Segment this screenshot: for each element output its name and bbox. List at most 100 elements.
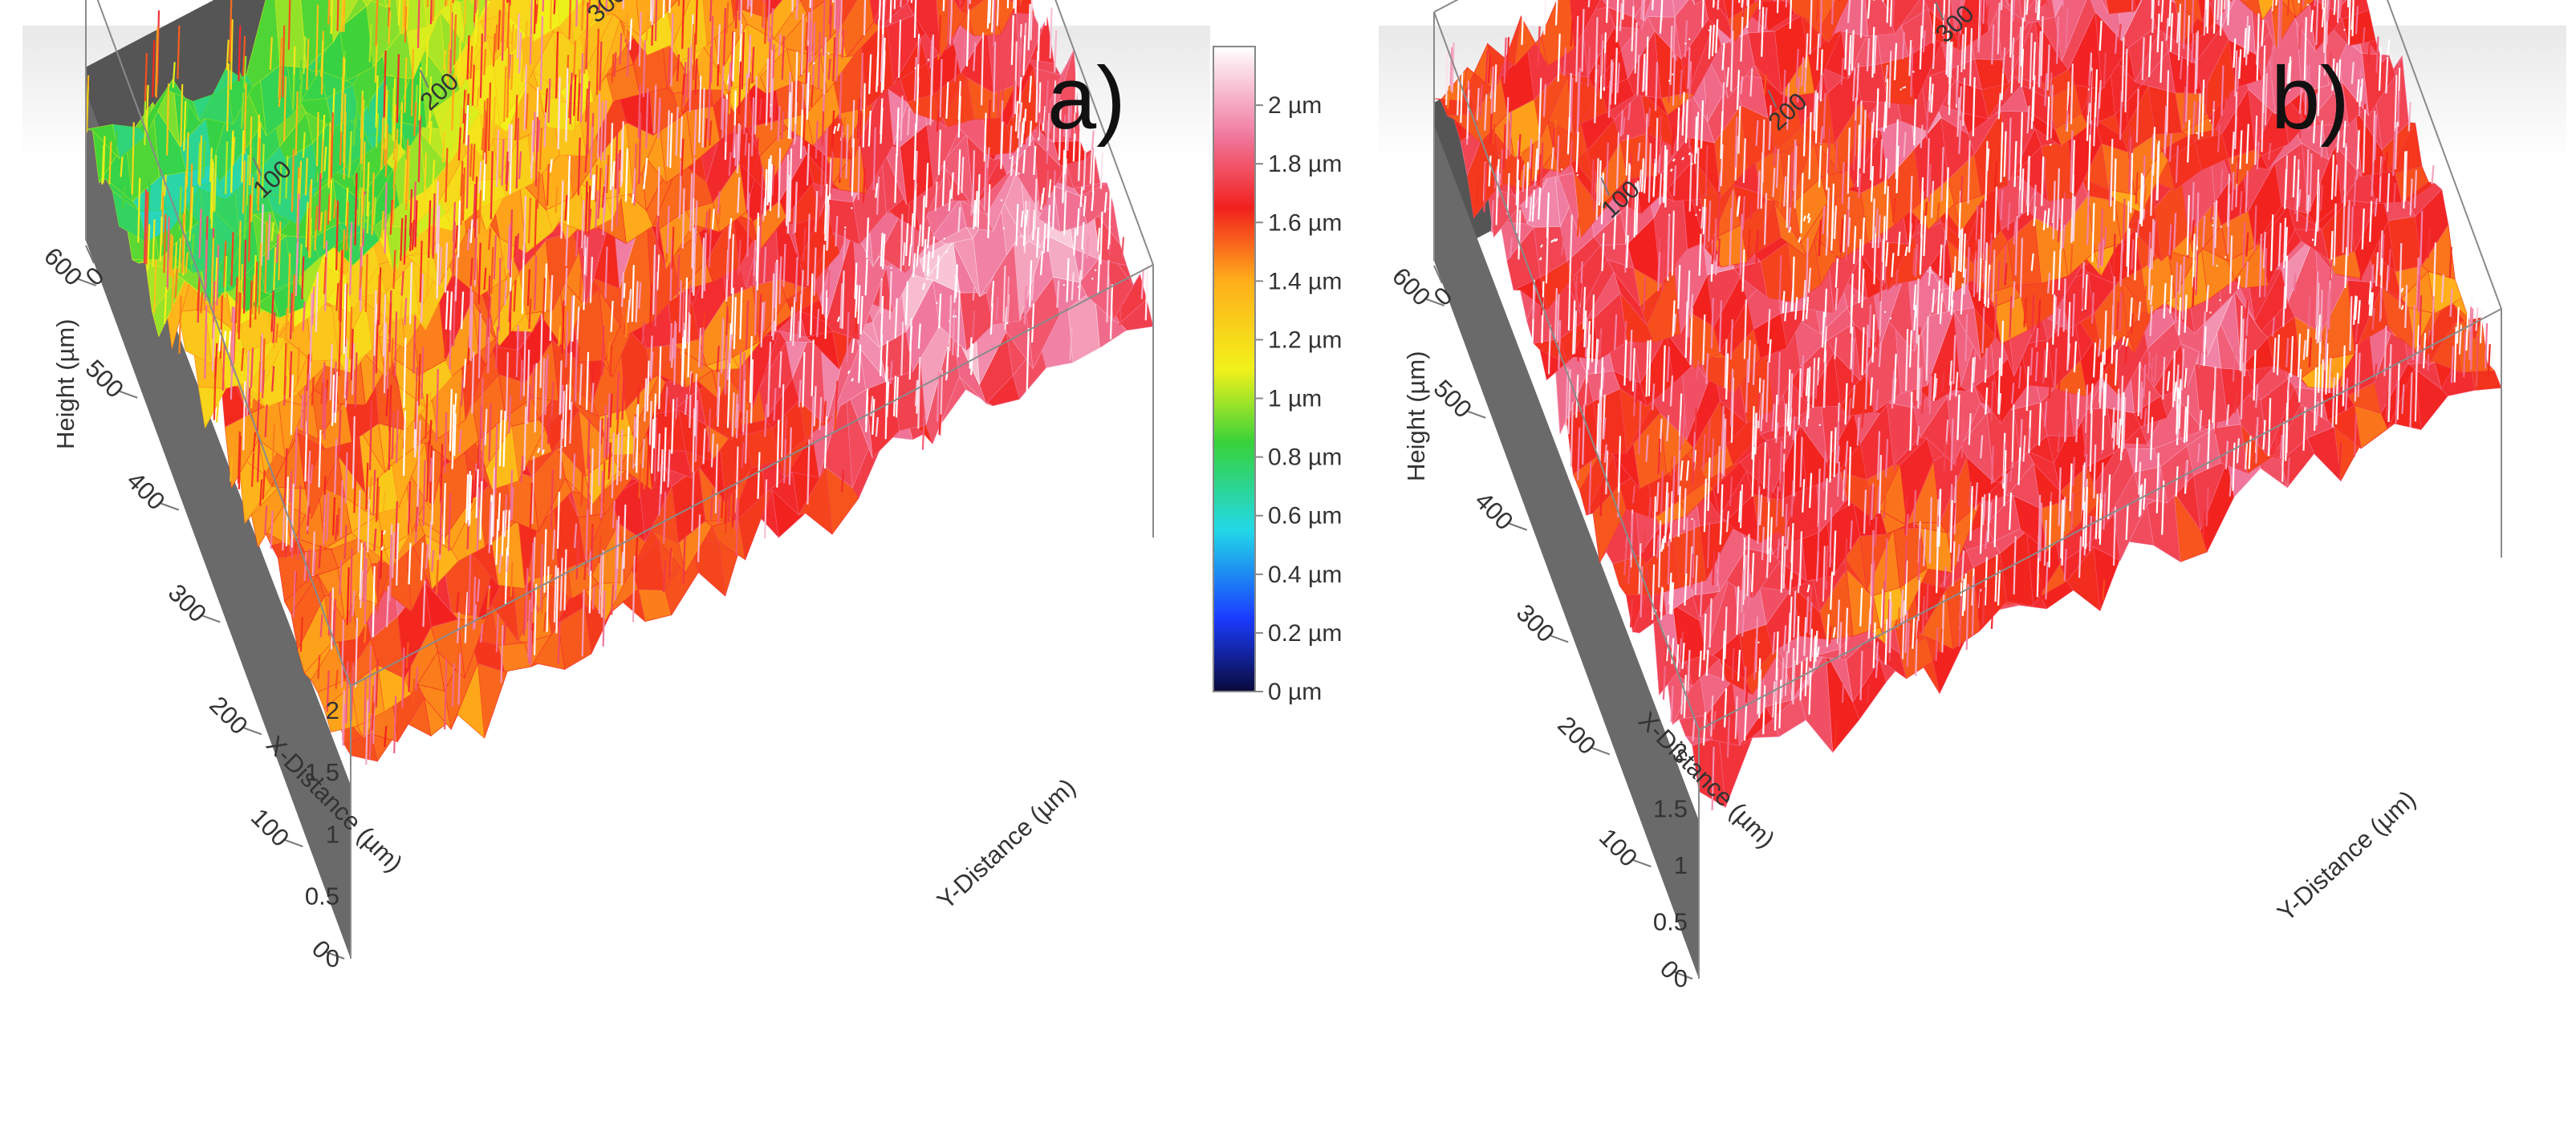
surface-spike [408,542,412,585]
panel-a-y-axis-title: Y-Distance (µm) [932,773,1081,915]
surface-spike [710,489,714,520]
colorbar-strip [1213,269,1255,273]
surface-spike [538,128,542,170]
colorbar-strip [1213,408,1255,412]
surface-spike [505,352,509,421]
surface-spike [458,429,462,453]
surface-spike [449,12,453,75]
surface-spike [648,400,652,446]
surface-spike [391,412,395,459]
surface-spike [417,420,421,467]
surface-spike [309,238,313,258]
surface-spike [730,233,734,294]
surface-spike [259,479,263,506]
surface-spike [404,159,408,203]
colorbar-strip [1213,585,1255,589]
surface-spike [734,394,738,428]
surface-spike [781,112,785,140]
surface-spike [466,34,470,80]
surface-spike [1014,41,1018,115]
surface-spike [216,245,220,306]
surface-spike [526,269,530,306]
surface-spike [609,393,613,428]
colorbar-strip [1213,465,1255,470]
surface-spike [598,554,602,615]
surface-spike [536,171,540,209]
surface-spike [239,264,244,315]
surface-spike [654,0,658,42]
surface-spike [502,245,506,271]
surface-spike [285,155,289,199]
surface-spike [1066,258,1070,302]
surface-spike [749,335,753,404]
colorbar-strip [1213,278,1255,283]
surface-spike [323,387,327,440]
surface-spike [510,562,514,597]
colorbar-strip [1213,246,1255,250]
colorbar-strip [1213,272,1255,277]
surface-spike [679,116,683,159]
surface-spike [1023,108,1027,134]
surface-spike [360,188,364,251]
surface-spike [371,172,375,236]
colorbar-strip [1213,66,1255,70]
surface-spike [532,537,536,582]
surface-spike [725,2,729,34]
colorbar-label: 0.8 µm [1268,444,1342,471]
colorbar-strip [1213,120,1255,125]
surface-spike [597,191,601,219]
surface-spike [587,455,591,517]
surface-spike [357,489,361,553]
surface-spike [701,327,705,369]
surface-spike [767,39,771,87]
x-tick-mark [160,502,180,511]
surface-spike [527,197,532,244]
surface-spike [694,0,698,45]
colorbar-strip [1213,146,1255,151]
surface-spike [794,181,798,233]
surface-spike [230,339,234,400]
colorbar-strip [1213,526,1255,531]
surface-spike [589,126,594,180]
surface-spike [342,229,346,275]
surface-spike [1086,234,1090,259]
surface-spike [338,408,342,452]
surface-spike [520,456,524,483]
surface-spike [241,347,245,371]
x-tick-label: 100 [246,803,295,852]
colorbar-strip [1213,513,1255,518]
surface-spike [599,418,603,445]
surface-spike [473,604,477,629]
surface-spike [1056,280,1060,308]
surface-spike [547,78,551,124]
colorbar-label: 2 µm [1268,92,1322,119]
surface-spike [412,315,416,374]
colorbar-strip [1213,591,1255,595]
surface-spike [480,623,484,643]
surface-spike [380,117,384,168]
colorbar-strip [1213,349,1255,354]
surface-spike [444,412,448,473]
x-tick-label: 300 [163,578,212,627]
surface-spike [318,545,322,569]
surface-spike [539,314,543,388]
colorbar-strip [1213,194,1255,199]
colorbar-strip [1213,230,1255,234]
colorbar-strip [1213,291,1255,296]
surface-spike [692,408,696,473]
surface-spike [198,209,202,258]
colorbar-strip [1213,165,1255,170]
surface-spike [773,387,777,421]
surface-spike [764,404,768,437]
surface-spike [264,404,268,438]
surface-spike [985,168,989,206]
surface-spike [714,444,718,513]
surface-spike [735,403,739,439]
colorbar-strip [1213,537,1255,541]
colorbar-strip [1213,649,1255,654]
colorbar-strip [1213,395,1255,399]
surface-cell [457,0,465,3]
colorbar-strip [1213,233,1255,237]
surface-spike [703,233,707,291]
colorbar-strip [1213,446,1255,451]
